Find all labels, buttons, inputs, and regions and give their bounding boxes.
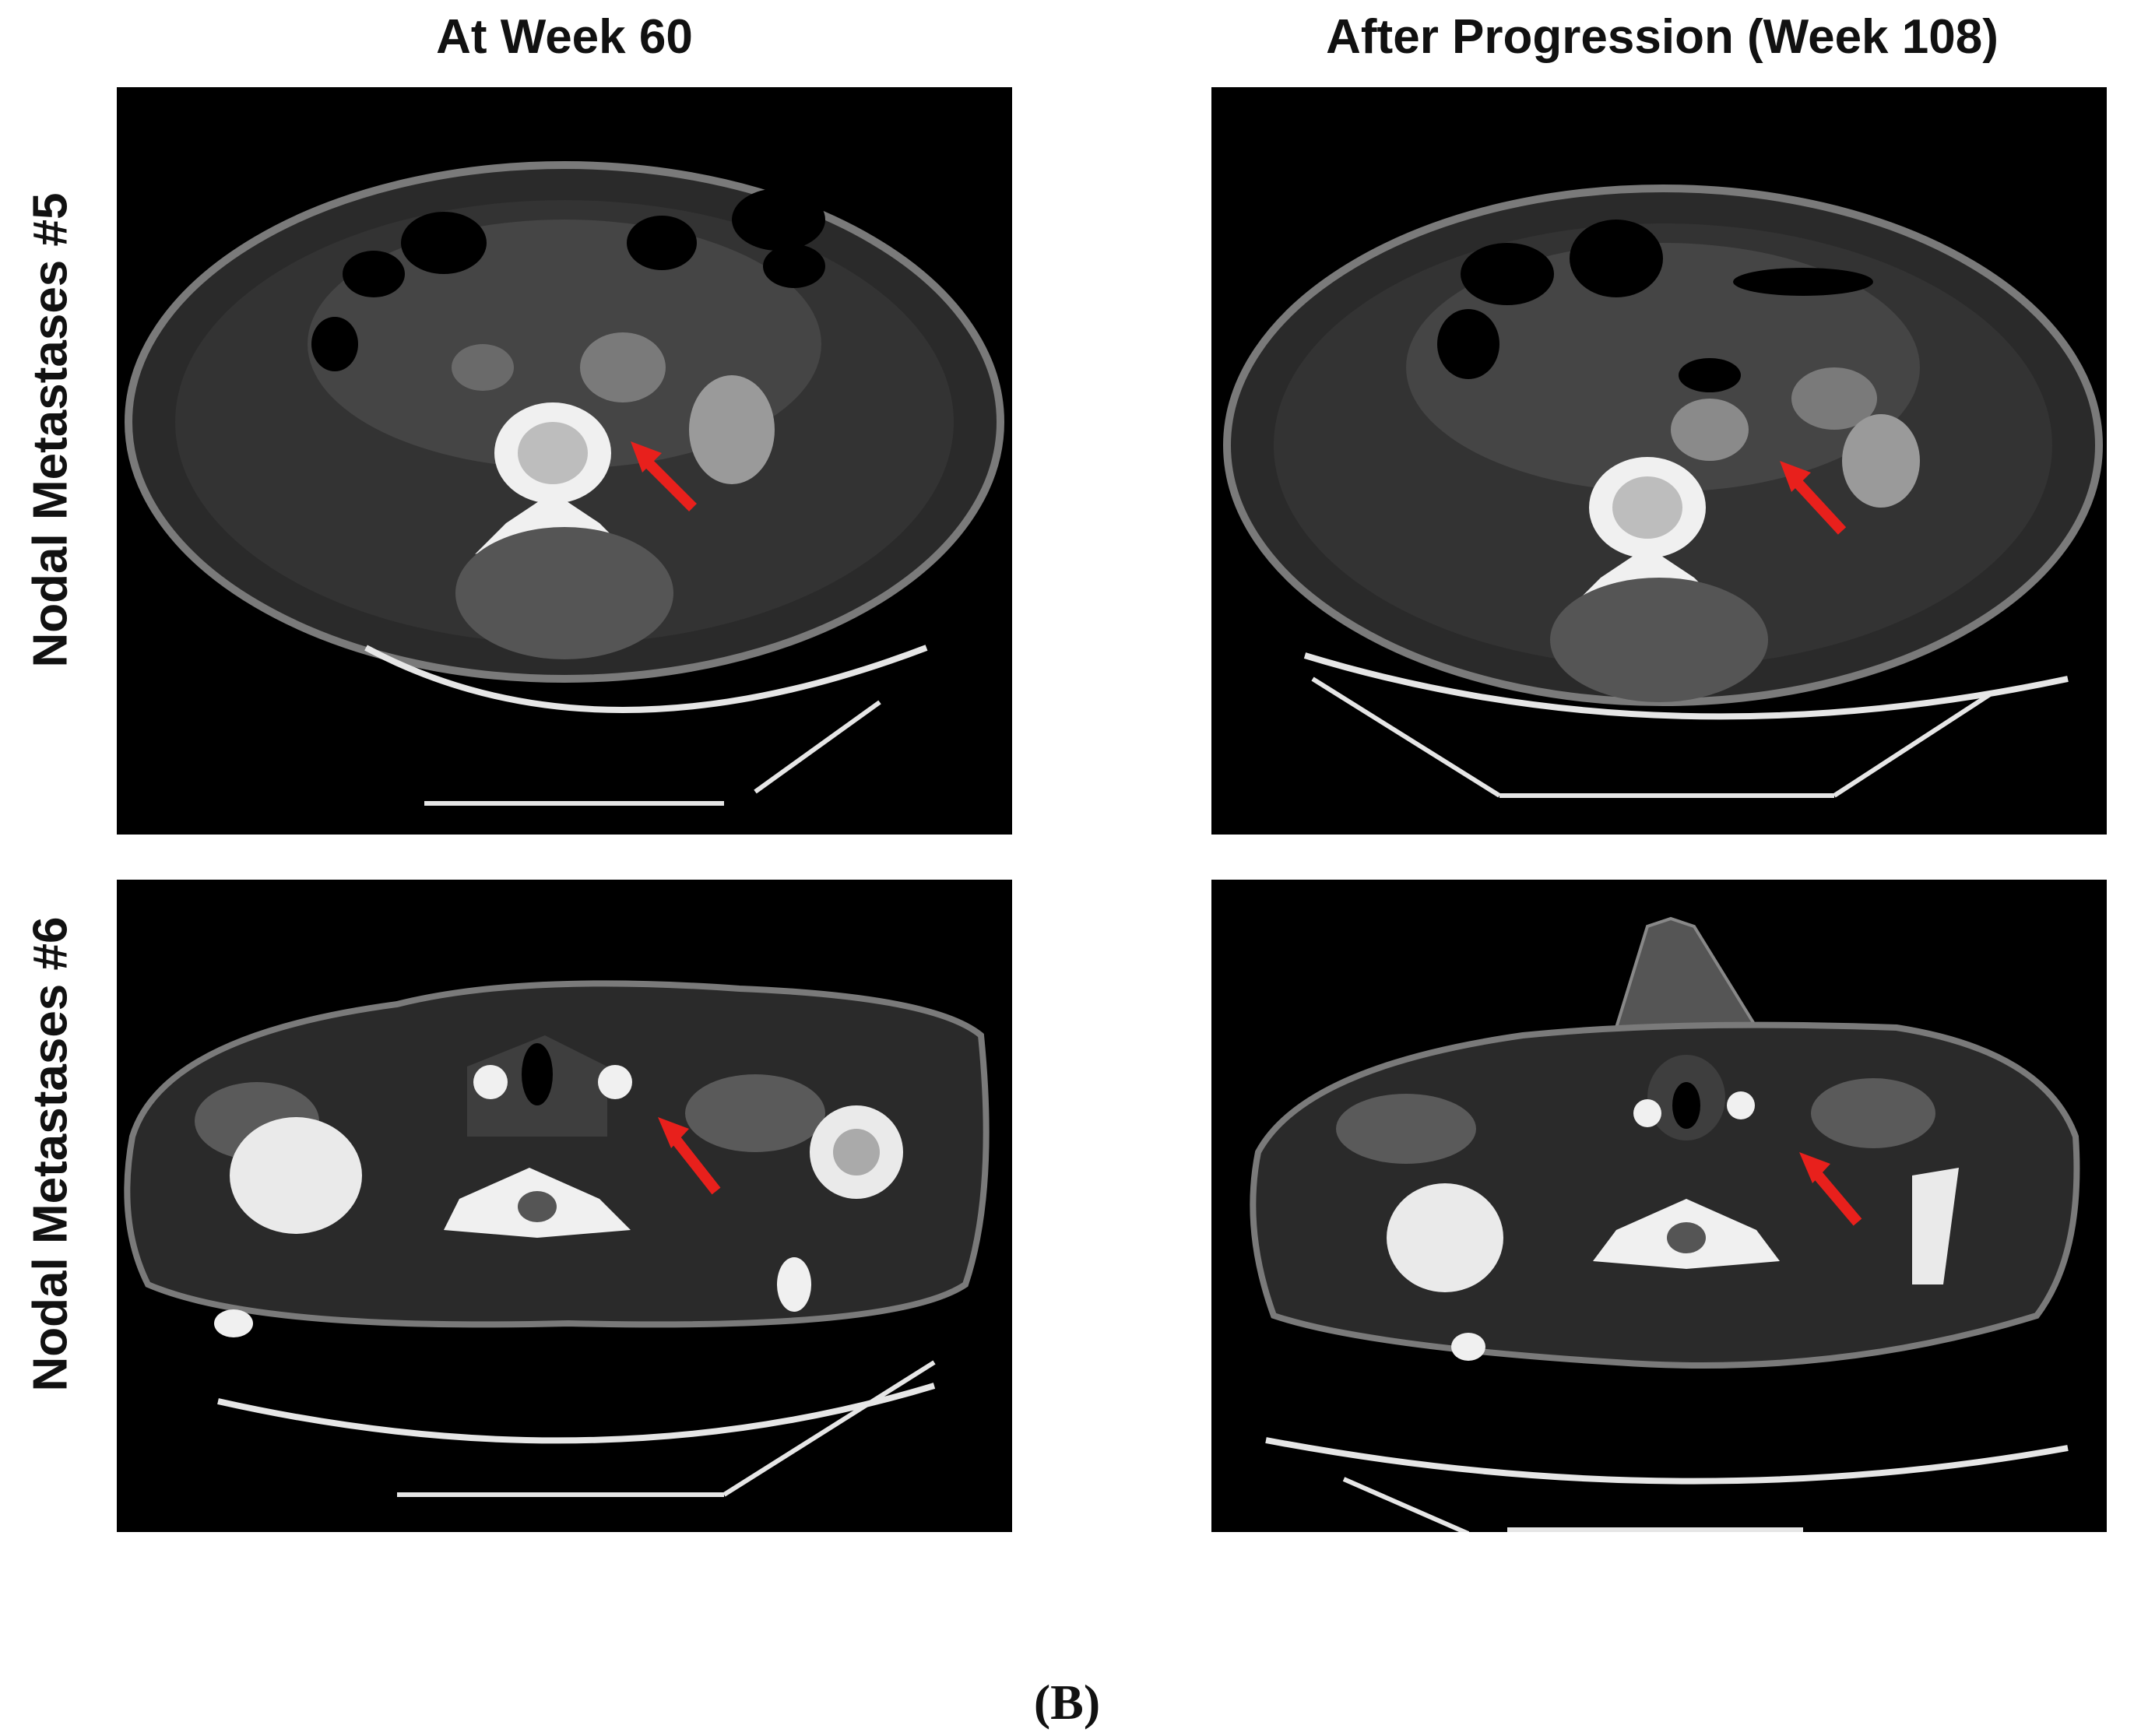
ct-image-nodal6-week60 (117, 880, 1012, 1532)
column-title-week108: After Progression (Week 108) (1326, 10, 1999, 64)
ct-image-nodal6-week108 (1211, 880, 2107, 1532)
ct-image-nodal5-week108 (1211, 87, 2107, 835)
column-title-week60: At Week 60 (436, 10, 693, 64)
ct-image-nodal5-week60 (117, 87, 1012, 835)
row-label-nodal-5: Nodal Metastases #5 (23, 192, 78, 668)
figure-caption: (B) (1033, 1675, 1101, 1730)
row-label-nodal-6: Nodal Metastases #6 (23, 916, 78, 1392)
